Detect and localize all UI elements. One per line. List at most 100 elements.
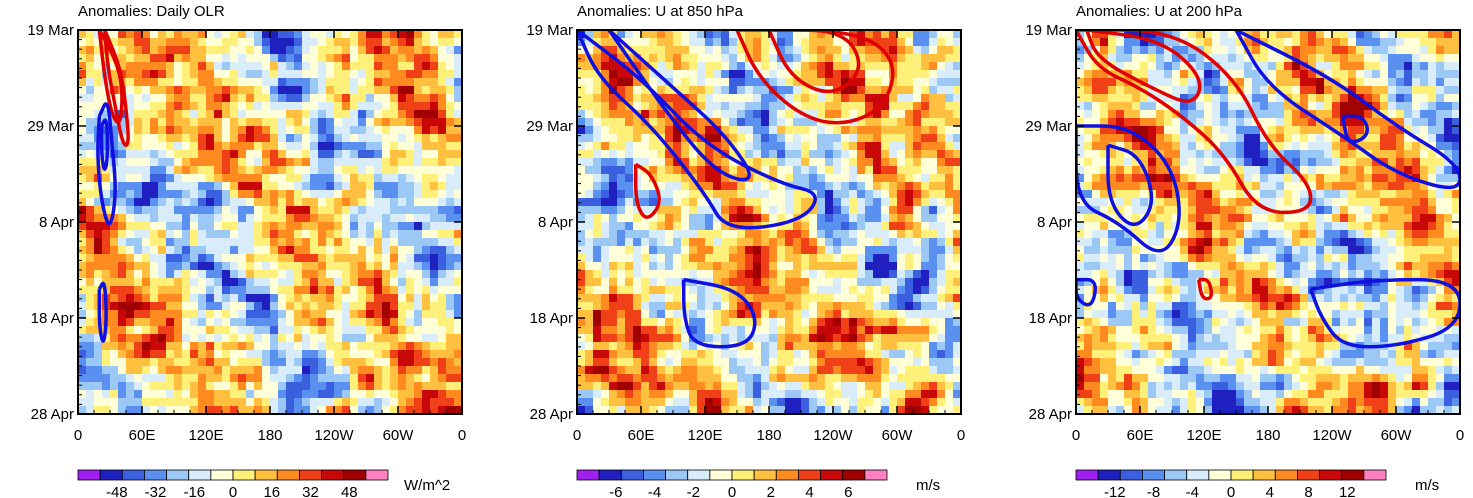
heat-cell <box>689 134 698 143</box>
heat-cell <box>793 278 802 287</box>
heat-cell <box>206 182 215 191</box>
heat-cell <box>358 254 367 263</box>
heat-cell <box>182 30 191 39</box>
heat-cell <box>841 390 850 399</box>
heat-cell <box>633 62 642 71</box>
heat-cell <box>158 406 167 414</box>
heat-cell <box>713 246 722 255</box>
heat-cell <box>270 286 279 295</box>
heat-cell <box>406 182 415 191</box>
heat-cell <box>873 94 882 103</box>
heat-cell <box>326 46 335 55</box>
heat-cell <box>406 54 415 63</box>
heat-cell <box>310 38 319 47</box>
heat-cell <box>609 230 618 239</box>
heat-cell <box>921 206 930 215</box>
heat-cell <box>222 190 231 199</box>
heat-cell <box>294 174 303 183</box>
heat-cell <box>713 286 722 295</box>
heat-cell <box>633 358 642 367</box>
heat-cell <box>841 238 850 247</box>
heat-cell <box>262 262 271 271</box>
heat-cell <box>881 350 890 359</box>
heat-cell <box>278 102 287 111</box>
heat-cell <box>398 94 407 103</box>
heat-cell <box>777 182 786 191</box>
heat-cell <box>150 390 159 399</box>
heat-cell <box>238 230 247 239</box>
heat-cell <box>174 46 183 55</box>
heat-cell <box>326 182 335 191</box>
heat-cell <box>246 230 255 239</box>
heat-cell <box>769 142 778 151</box>
heat-cell <box>897 342 906 351</box>
heat-cell <box>126 382 135 391</box>
heat-cell <box>270 86 279 95</box>
heat-cell <box>350 38 359 47</box>
heat-cell <box>446 390 455 399</box>
heat-cell <box>438 134 447 143</box>
heat-cell <box>422 374 431 383</box>
heat-cell <box>673 46 682 55</box>
heat-cell <box>897 398 906 407</box>
heat-cell <box>150 374 159 383</box>
heat-cell <box>118 46 127 55</box>
heat-cell <box>198 278 207 287</box>
heat-cell <box>801 382 810 391</box>
heat-cell <box>110 246 119 255</box>
heat-cell <box>214 390 223 399</box>
heat-cell <box>793 230 802 239</box>
heat-cell <box>398 326 407 335</box>
heat-cell <box>665 310 674 319</box>
heat-cell <box>158 182 167 191</box>
heat-cell <box>585 70 594 79</box>
heat-cell <box>873 238 882 247</box>
heat-cell <box>198 398 207 407</box>
heat-cell <box>206 318 215 327</box>
heat-cell <box>102 270 111 279</box>
heat-cell <box>222 126 231 135</box>
heat-cell <box>721 238 730 247</box>
heat-cell <box>705 86 714 95</box>
heat-cell <box>737 110 746 119</box>
heat-cell <box>438 278 447 287</box>
heat-cell <box>366 158 375 167</box>
heat-cell <box>793 94 802 103</box>
heat-cell <box>929 182 938 191</box>
heat-cell <box>889 198 898 207</box>
heat-cell <box>865 142 874 151</box>
heat-cell <box>641 302 650 311</box>
heat-cell <box>446 30 455 39</box>
heat-cell <box>785 398 794 407</box>
heat-cell <box>873 182 882 191</box>
heat-cell <box>881 326 890 335</box>
heat-cell <box>166 126 175 135</box>
heat-cell <box>318 54 327 63</box>
heat-cell <box>142 390 151 399</box>
heat-cell <box>929 286 938 295</box>
heat-cell <box>809 366 818 375</box>
heat-cell <box>358 78 367 87</box>
heat-cell <box>665 302 674 311</box>
heat-cell <box>214 190 223 199</box>
heat-cell <box>697 390 706 399</box>
heat-cell <box>673 62 682 71</box>
heat-cell <box>801 342 810 351</box>
heat-cell <box>438 254 447 263</box>
heat-cell <box>577 278 586 287</box>
heat-cell <box>102 366 111 375</box>
heat-cell <box>921 342 930 351</box>
heat-cell <box>913 374 922 383</box>
heat-cell <box>841 166 850 175</box>
heat-cell <box>350 382 359 391</box>
heat-cell <box>609 198 618 207</box>
heat-cell <box>134 158 143 167</box>
heat-cell <box>134 270 143 279</box>
heat-cell <box>254 374 263 383</box>
heat-cell <box>374 358 383 367</box>
heat-cell <box>1420 30 1429 39</box>
heat-cell <box>705 246 714 255</box>
heat-cell <box>342 286 351 295</box>
heat-cell <box>118 270 127 279</box>
heat-cell <box>166 118 175 127</box>
